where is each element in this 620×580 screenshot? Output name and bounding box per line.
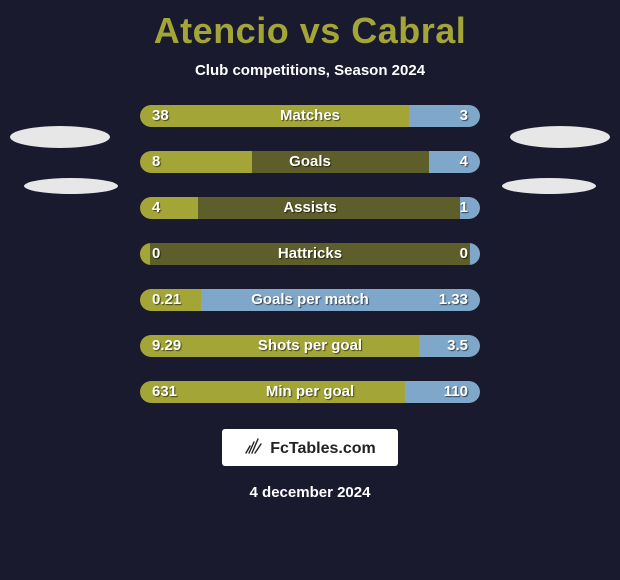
bar-left-fill bbox=[140, 381, 405, 403]
bar-track bbox=[140, 381, 480, 403]
date-label: 4 december 2024 bbox=[250, 484, 371, 501]
bar-track bbox=[140, 151, 480, 173]
bar-track bbox=[140, 243, 480, 265]
team-right-shape-1 bbox=[510, 126, 610, 148]
bar-left-fill bbox=[140, 335, 419, 357]
stat-row: Hattricks00 bbox=[0, 243, 620, 265]
team-left-shape-1 bbox=[10, 126, 110, 148]
bar-track bbox=[140, 289, 480, 311]
stat-row: Matches383 bbox=[0, 105, 620, 127]
bar-right-fill bbox=[409, 105, 480, 127]
bar-right-fill bbox=[470, 243, 480, 265]
stat-row: Shots per goal9.293.5 bbox=[0, 335, 620, 357]
bar-right-fill bbox=[419, 335, 480, 357]
team-right-shape-2 bbox=[502, 178, 596, 194]
bar-track bbox=[140, 197, 480, 219]
brand-text: FcTables.com bbox=[270, 440, 376, 458]
subtitle: Club competitions, Season 2024 bbox=[195, 62, 425, 79]
bar-left-fill bbox=[140, 105, 409, 127]
stats-rows: Matches383 Goals84 Assists41 Hattricks00 Goa… bbox=[0, 105, 620, 403]
bar-track bbox=[140, 105, 480, 127]
stat-row: Assists41 bbox=[0, 197, 620, 219]
fctables-logo-icon bbox=[244, 437, 264, 460]
stat-row: Min per goal631110 bbox=[0, 381, 620, 403]
bar-right-fill bbox=[405, 381, 480, 403]
bar-left-fill bbox=[140, 151, 252, 173]
page-title: Atencio vs Cabral bbox=[154, 10, 467, 52]
brand-badge: FcTables.com bbox=[222, 429, 398, 466]
stat-row: Goals per match0.211.33 bbox=[0, 289, 620, 311]
bar-left-fill bbox=[140, 197, 198, 219]
bar-right-fill bbox=[429, 151, 480, 173]
comparison-card: Atencio vs Cabral Club competitions, Sea… bbox=[0, 0, 620, 580]
bar-left-fill bbox=[140, 289, 201, 311]
bar-right-fill bbox=[460, 197, 480, 219]
bar-track bbox=[140, 335, 480, 357]
bar-left-fill bbox=[140, 243, 150, 265]
stat-row: Goals84 bbox=[0, 151, 620, 173]
bar-right-fill bbox=[201, 289, 480, 311]
team-left-shape-2 bbox=[24, 178, 118, 194]
